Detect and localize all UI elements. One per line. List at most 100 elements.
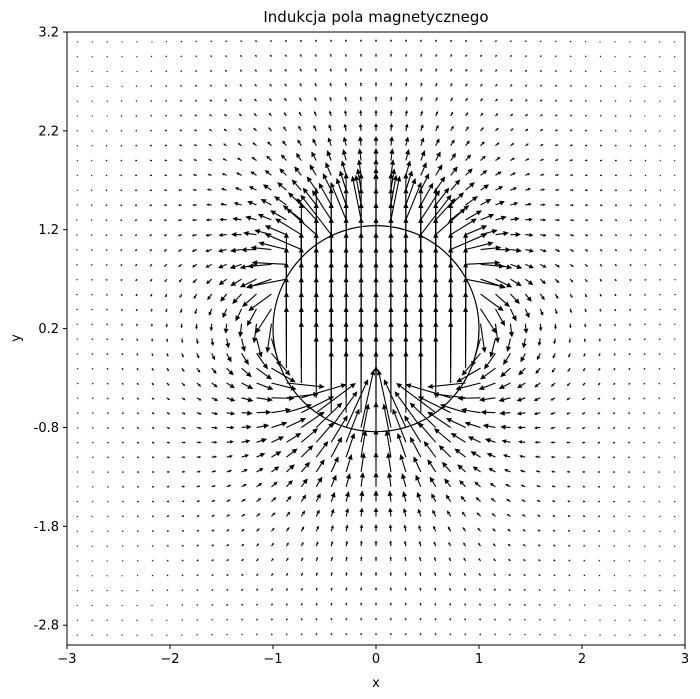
field-arrow (628, 544, 631, 548)
field-arrow (540, 143, 544, 147)
field-arrow (150, 70, 153, 73)
field-arrow (136, 56, 138, 58)
field-arrow (584, 99, 587, 102)
field-arrow (359, 633, 363, 636)
field-arrow (539, 70, 542, 72)
field-arrow (76, 70, 78, 73)
field-arrow (614, 85, 617, 88)
field-arrow (91, 159, 93, 162)
field-arrow (76, 634, 78, 636)
field-arrow (568, 544, 571, 547)
field-arrow (241, 397, 254, 403)
field-arrow (285, 511, 291, 517)
field-arrow (240, 55, 243, 58)
field-arrow (251, 156, 257, 161)
field-arrow (567, 514, 571, 518)
field-arrow (234, 187, 242, 191)
field-arrow (598, 544, 601, 547)
field-arrow (136, 367, 139, 371)
field-arrow (211, 559, 214, 562)
field-arrow (120, 219, 123, 222)
field-arrow (450, 125, 454, 132)
field-arrow (456, 367, 481, 383)
field-arrow (644, 56, 646, 58)
field-arrow (300, 194, 332, 236)
field-arrow (210, 338, 215, 346)
field-arrow (330, 474, 337, 488)
field-arrow (465, 210, 482, 221)
field-arrow (255, 633, 258, 636)
field-arrow (226, 484, 232, 488)
field-arrow (205, 233, 212, 237)
field-arrow (196, 559, 199, 562)
field-arrow (251, 260, 287, 266)
x-axis-label: x (372, 676, 380, 691)
field-arrow (470, 451, 481, 458)
field-arrow (644, 545, 646, 547)
field-arrow (256, 603, 259, 606)
field-arrow (194, 308, 198, 315)
field-arrow (286, 448, 298, 458)
field-arrow (495, 113, 499, 117)
field-arrow (166, 397, 170, 400)
field-arrow (478, 382, 496, 390)
field-arrow (454, 448, 466, 458)
field-arrow (166, 515, 170, 518)
field-arrow (75, 264, 78, 266)
field-arrow (299, 68, 302, 72)
field-arrow (314, 96, 317, 102)
field-arrow (231, 231, 242, 238)
field-arrow (628, 559, 631, 562)
field-arrow (674, 189, 676, 191)
field-arrow (209, 99, 213, 102)
field-arrow (90, 278, 93, 281)
field-arrow (614, 189, 618, 192)
field-arrow (226, 440, 234, 444)
field-arrow (120, 114, 123, 118)
field-arrow (373, 135, 379, 146)
field-arrow (643, 456, 646, 459)
field-arrow (357, 148, 363, 161)
field-arrow (313, 124, 317, 132)
field-arrow (554, 129, 558, 132)
field-arrow (495, 127, 499, 132)
field-arrow (241, 483, 247, 488)
field-arrow (643, 382, 646, 385)
field-arrow (599, 129, 602, 132)
field-arrow (465, 69, 468, 72)
field-arrow (345, 602, 348, 606)
field-arrow (179, 114, 183, 117)
field-arrow (344, 96, 347, 102)
field-arrow (105, 174, 108, 177)
field-arrow (585, 204, 589, 207)
field-arrow (500, 424, 511, 430)
field-arrow (232, 293, 242, 305)
field-arrow (583, 589, 586, 592)
field-arrow (553, 559, 556, 562)
field-arrow (508, 618, 511, 621)
field-arrow (121, 397, 124, 400)
field-arrow (433, 187, 439, 250)
field-arrow (659, 545, 661, 547)
field-arrow (195, 84, 198, 87)
field-arrow (419, 587, 422, 591)
field-arrow (628, 397, 631, 400)
field-arrow (568, 559, 571, 562)
field-arrow (465, 182, 475, 191)
field-arrow (600, 174, 603, 177)
field-arrow (120, 204, 123, 207)
field-arrow (389, 540, 393, 547)
field-arrow (315, 476, 323, 488)
field-arrow (312, 190, 332, 221)
field-arrow (524, 55, 527, 58)
field-arrow (495, 200, 505, 206)
field-arrow (345, 524, 349, 532)
field-arrow (644, 159, 647, 162)
field-arrow (136, 574, 139, 577)
field-arrow (392, 408, 407, 443)
field-arrow (585, 174, 588, 177)
field-arrow (271, 451, 282, 458)
field-arrow (613, 353, 616, 356)
field-arrow (553, 544, 556, 547)
field-arrow (206, 203, 212, 207)
